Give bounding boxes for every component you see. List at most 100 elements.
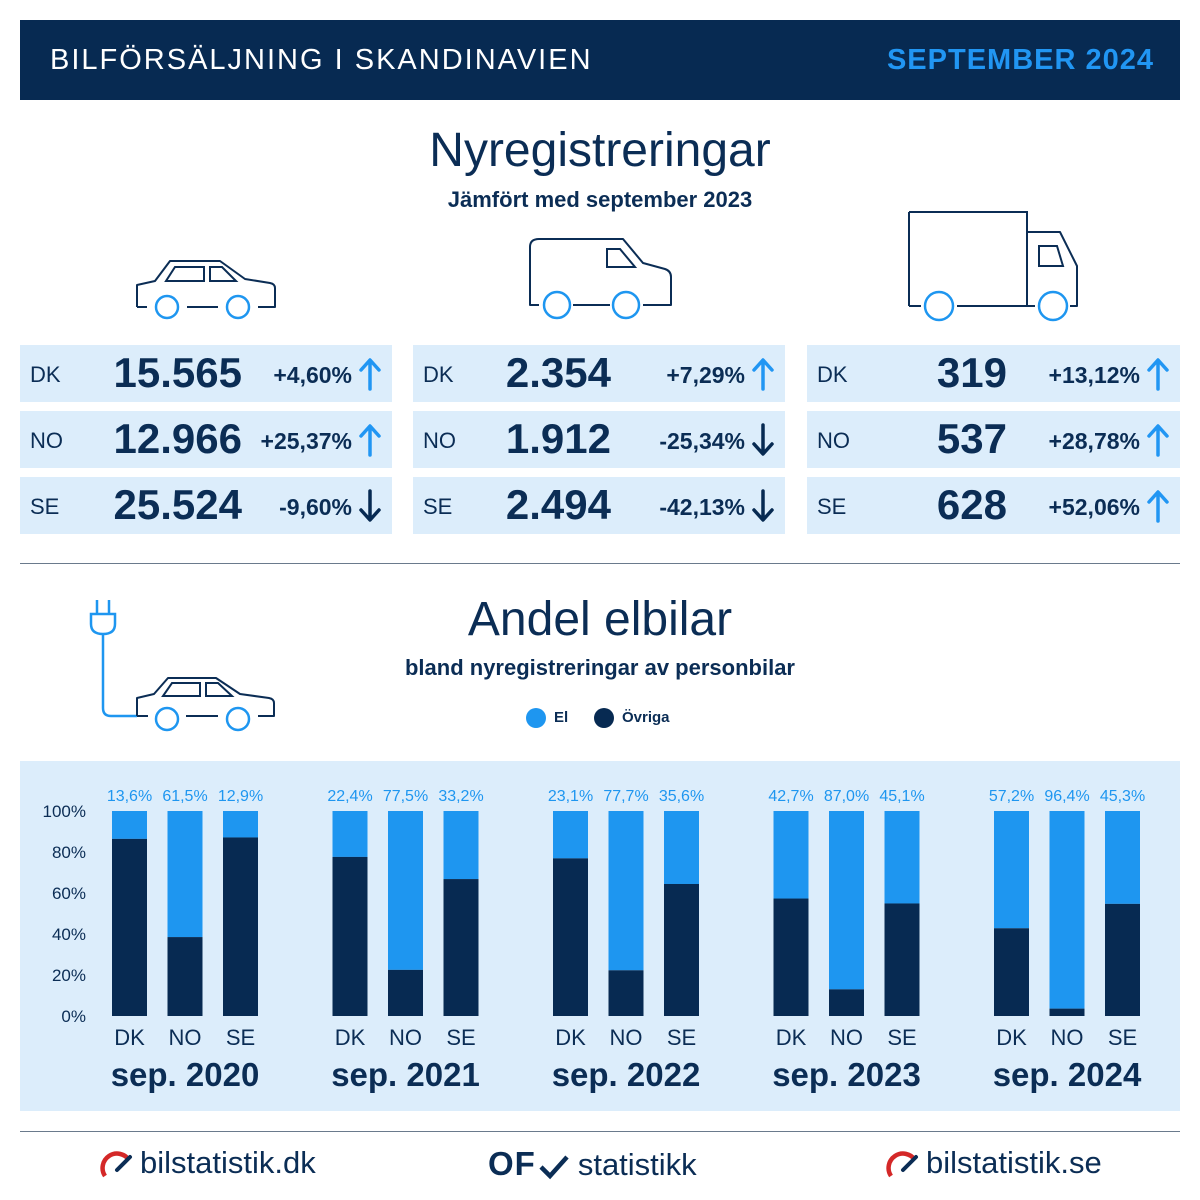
registration-row: SE 2.494 -42,13% <box>413 477 785 534</box>
bar-other <box>332 856 368 1016</box>
group-label: sep. 2022 <box>552 1056 701 1093</box>
header-date: SEPTEMBER 2024 <box>886 44 1154 76</box>
registration-row: DK 319 +13,12% <box>807 345 1180 402</box>
bar-other <box>994 928 1029 1016</box>
ev-subtitle: bland nyregistreringar av personbilar <box>404 655 795 680</box>
footer-middle-text: statistikk <box>577 1147 697 1182</box>
bar-el <box>553 811 588 859</box>
header-bar: BILFÖRSÄLJNING I SKANDINAVIEN SEPTEMBER … <box>20 20 1180 100</box>
registration-row: SE 25.524 -9,60% <box>20 477 392 534</box>
chart-panel <box>20 761 1180 1111</box>
footer-middle: OF statistikk <box>488 1145 697 1183</box>
bar-other <box>608 970 644 1016</box>
data-label: 35,6% <box>659 788 704 805</box>
x-tick-label: NO <box>610 1025 643 1050</box>
country-label: DK <box>30 362 61 387</box>
registration-value: 15.565 <box>113 349 242 396</box>
footer-left-text: bilstatistik.dk <box>140 1145 316 1180</box>
change-percent: +28,78% <box>1048 428 1140 454</box>
group-label: sep. 2023 <box>772 1056 921 1093</box>
data-label: 61,5% <box>162 788 207 805</box>
truck-icon <box>908 211 1078 322</box>
data-label: 42,7% <box>768 788 813 805</box>
bar-other <box>388 969 423 1016</box>
x-tick-label: SE <box>667 1025 696 1050</box>
bar-other <box>829 989 864 1016</box>
country-label: SE <box>30 494 60 519</box>
bar-el <box>167 811 203 938</box>
arrow-down-icon <box>359 489 381 522</box>
bar-el <box>1049 811 1085 1009</box>
legend-other-label: Övriga <box>622 708 670 726</box>
bar-other <box>884 903 920 1016</box>
registration-value: 25.524 <box>113 481 242 528</box>
bar-other <box>773 898 809 1016</box>
footer-right: bilstatistik.se <box>886 1145 1102 1182</box>
bar-el <box>994 811 1029 929</box>
bar-el <box>443 811 479 880</box>
y-tick-label: 80% <box>52 843 86 862</box>
check-icon <box>539 1155 569 1180</box>
footer-left: bilstatistik.dk <box>100 1145 316 1182</box>
bar-el <box>388 811 423 970</box>
data-label: 77,5% <box>383 788 428 805</box>
arrow-down-icon <box>752 423 774 456</box>
registration-value: 319 <box>936 349 1007 396</box>
arrow-up-icon <box>1147 424 1169 457</box>
change-percent: +13,12% <box>1048 362 1140 388</box>
registration-row: SE 628 +52,06% <box>807 477 1180 534</box>
bilstatistik-se-logo-icon <box>886 1151 918 1178</box>
data-label: 33,2% <box>438 788 483 805</box>
change-percent: +52,06% <box>1048 494 1140 520</box>
registration-value: 537 <box>936 415 1007 462</box>
x-tick-label: DK <box>996 1025 1027 1050</box>
data-label: 77,7% <box>603 788 648 805</box>
y-tick-label: 100% <box>43 802 86 821</box>
registration-value: 628 <box>936 481 1007 528</box>
bar-el <box>112 811 147 839</box>
country-label: SE <box>817 494 847 519</box>
change-percent: -25,34% <box>659 428 745 454</box>
arrow-up-icon <box>1147 490 1169 523</box>
change-percent: +4,60% <box>273 362 352 388</box>
arrow-up-icon <box>1147 358 1169 391</box>
x-tick-label: SE <box>1108 1025 1137 1050</box>
bar-el <box>829 811 864 990</box>
change-percent: +7,29% <box>666 362 745 388</box>
bar-el <box>664 811 699 884</box>
footer-divider <box>20 1131 1180 1132</box>
data-label: 96,4% <box>1044 788 1089 805</box>
header-title: BILFÖRSÄLJNING I SKANDINAVIEN <box>50 44 593 76</box>
bar-other <box>223 837 258 1016</box>
x-tick-label: SE <box>226 1025 255 1050</box>
bar-other <box>443 879 479 1016</box>
data-label: 13,6% <box>107 788 152 805</box>
x-tick-label: NO <box>1051 1025 1084 1050</box>
bar-other <box>1049 1008 1085 1016</box>
x-tick-label: NO <box>830 1025 863 1050</box>
data-label: 12,9% <box>218 788 263 805</box>
y-tick-label: 60% <box>52 884 86 903</box>
registration-row: DK 15.565 +4,60% <box>20 345 392 402</box>
change-percent: +25,37% <box>260 428 352 454</box>
bar-el <box>1105 811 1140 904</box>
country-label: NO <box>30 428 63 453</box>
bar-other <box>1105 903 1140 1016</box>
x-tick-label: DK <box>776 1025 807 1050</box>
bar-el <box>332 811 368 857</box>
country-label: NO <box>817 428 850 453</box>
ev-charging-icon <box>89 600 275 732</box>
car-icon <box>136 260 276 320</box>
registration-row: NO 12.966 +25,37% <box>20 411 392 468</box>
data-label: 57,2% <box>989 788 1034 805</box>
group-label: sep. 2020 <box>111 1056 260 1093</box>
x-tick-label: SE <box>887 1025 916 1050</box>
country-label: DK <box>423 362 454 387</box>
registration-row: NO 537 +28,78% <box>807 411 1180 468</box>
x-tick-label: NO <box>169 1025 202 1050</box>
ev-share-chart: 0% 20% 40% 60% 80% 100% 13,6% DK 61,5% NO 12,9% SE s… <box>20 761 1180 1111</box>
legend-el-label: El <box>554 708 569 726</box>
registration-value: 1.912 <box>505 415 611 462</box>
country-label: DK <box>817 362 848 387</box>
data-label: 45,1% <box>879 788 924 805</box>
